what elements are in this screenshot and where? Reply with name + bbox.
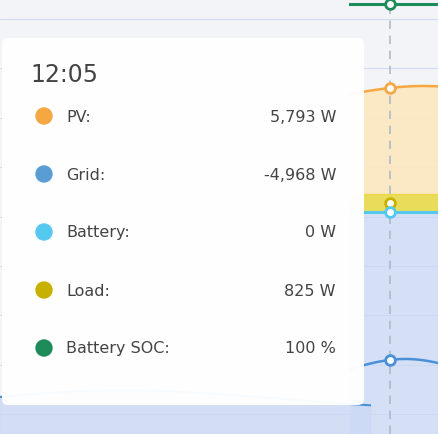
Text: PV:: PV: (66, 109, 91, 124)
Text: Load:: Load: (66, 283, 110, 298)
Circle shape (36, 224, 52, 240)
FancyBboxPatch shape (2, 39, 364, 405)
Text: 0 W: 0 W (305, 225, 336, 240)
Text: 5,793 W: 5,793 W (269, 109, 336, 124)
Text: Grid:: Grid: (66, 167, 105, 182)
Text: -4,968 W: -4,968 W (264, 167, 336, 182)
Circle shape (36, 109, 52, 125)
Circle shape (36, 340, 52, 356)
Circle shape (36, 283, 52, 298)
Text: Battery SOC:: Battery SOC: (66, 341, 170, 356)
Text: Battery:: Battery: (66, 225, 130, 240)
Text: 100 %: 100 % (285, 341, 336, 356)
Circle shape (36, 167, 52, 183)
Text: 12:05: 12:05 (30, 63, 98, 87)
Text: 825 W: 825 W (285, 283, 336, 298)
